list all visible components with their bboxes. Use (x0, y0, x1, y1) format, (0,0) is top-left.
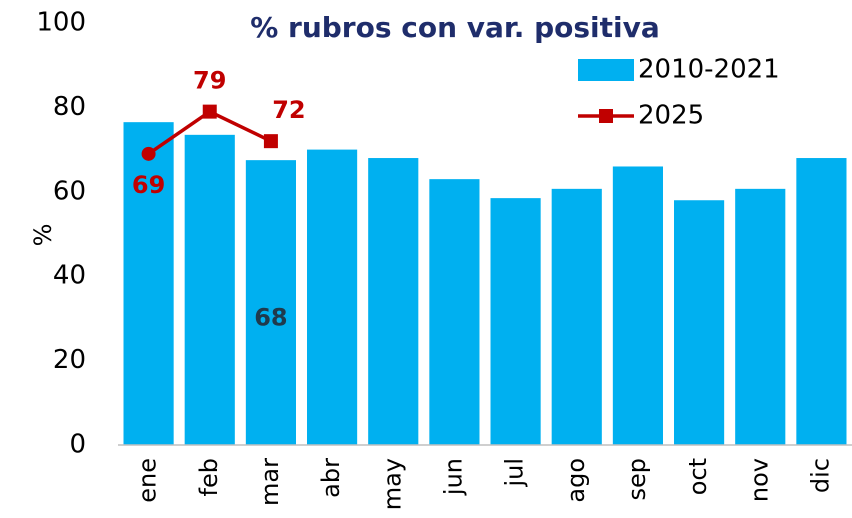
x-tick-label: mar (256, 458, 284, 506)
legend-swatch (599, 109, 613, 123)
y-tick-label: 80 (53, 92, 86, 122)
line-marker (202, 104, 217, 119)
bar (123, 122, 174, 446)
x-tick-label: jul (501, 458, 529, 488)
bar (368, 158, 419, 446)
y-tick-label: 20 (53, 345, 86, 375)
data-label: 68 (254, 304, 287, 332)
data-label: 79 (193, 67, 226, 95)
bar (674, 200, 725, 445)
bar (184, 134, 235, 445)
data-label: 72 (272, 96, 305, 124)
x-tick-label: sep (623, 458, 651, 501)
y-tick-label: 100 (36, 8, 86, 38)
bar (612, 166, 663, 446)
line-marker (141, 146, 156, 161)
bar (551, 188, 602, 445)
x-tick-label: abr (317, 458, 345, 498)
y-tick-label: 0 (69, 430, 86, 460)
y-axis-label: % (29, 224, 57, 247)
y-tick-label: 60 (53, 176, 86, 206)
x-tick-label: may (378, 458, 406, 510)
legend-swatch (578, 59, 634, 81)
x-tick-label: jun (439, 458, 467, 496)
x-tick-label: dic (806, 458, 834, 493)
x-tick-label: ene (134, 458, 162, 503)
data-label: 69 (132, 171, 165, 199)
x-tick-label: oct (684, 458, 712, 495)
bar (307, 149, 358, 445)
bar (490, 198, 541, 445)
bar (429, 179, 480, 445)
bar (735, 188, 786, 445)
bar (796, 158, 847, 446)
x-tick-label: feb (195, 458, 223, 496)
chart-title: % rubros con var. positiva (250, 11, 660, 44)
legend-label: 2010-2021 (638, 55, 780, 85)
y-tick-label: 40 (53, 261, 86, 291)
line-marker (263, 134, 278, 149)
x-tick-label: nov (745, 458, 773, 502)
legend-label: 2025 (638, 101, 704, 131)
bar (245, 160, 296, 445)
x-tick-label: ago (562, 458, 590, 503)
